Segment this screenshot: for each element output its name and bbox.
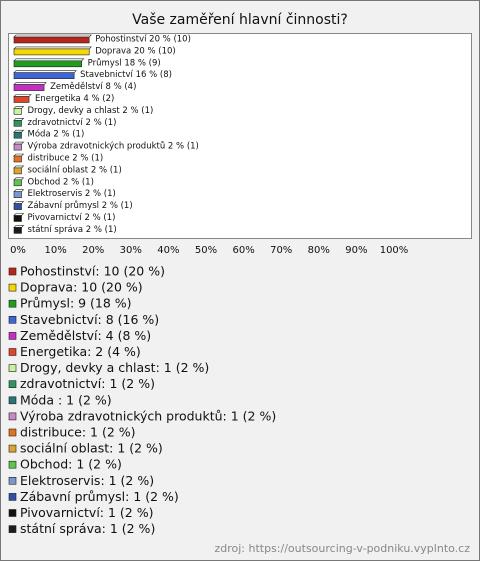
legend-swatch — [8, 299, 17, 308]
legend-swatch — [8, 348, 17, 356]
bar-label: Výroba zdravotnických produktů 2 % (1) — [28, 141, 199, 152]
legend-label: Pohostinství: 10 (20 %) — [20, 264, 165, 279]
x-tick-label: 80% — [308, 245, 330, 256]
legend-swatch — [8, 460, 17, 469]
legend-swatch — [8, 332, 17, 340]
source: zdroj: https://outsourcing-v-podniku.vyp… — [214, 542, 470, 555]
bar — [13, 108, 22, 115]
x-tick-label: 60% — [232, 245, 254, 256]
legend-label: zdravotnictví: 1 (2 %) — [20, 376, 155, 391]
bar-label: Móda 2 % (1) — [28, 129, 85, 140]
legend-swatch — [8, 315, 17, 324]
legend-label: Elektroservis: 1 (2 %) — [20, 473, 154, 488]
legend-swatch — [8, 476, 17, 485]
legend-label: Móda : 1 (2 %) — [20, 392, 112, 407]
bar — [13, 120, 22, 127]
bar-label: Obchod 2 % (1) — [28, 177, 94, 187]
bar-label: Zábavní průmysl 2 % (1) — [28, 200, 133, 211]
bar-top — [13, 118, 25, 121]
bar-top — [13, 177, 25, 181]
bar — [13, 60, 82, 68]
legend-label: Energetika: 2 (4 %) — [20, 344, 141, 359]
legend-label: Zábavní průmysl: 1 (2 %) — [20, 489, 179, 504]
bar-top — [13, 94, 32, 97]
x-tick-label: 90% — [345, 245, 367, 256]
x-tick-label: 40% — [157, 245, 179, 256]
legend-label: Drogy, devky a chlast: 1 (2 %) — [20, 360, 209, 375]
x-tick-label: 100% — [380, 245, 409, 256]
legend-swatch — [8, 380, 17, 389]
bar — [13, 227, 22, 234]
legend-swatch — [8, 509, 17, 517]
bar — [13, 215, 22, 222]
x-tick-label: 50% — [195, 245, 217, 256]
x-tick-label: 20% — [82, 245, 104, 256]
bar — [13, 191, 22, 198]
bar-top — [13, 106, 25, 109]
bar-top — [13, 165, 25, 169]
x-tick-label: 10% — [44, 245, 66, 256]
legend-swatch — [8, 493, 17, 501]
bar-label: Pivovarnictví 2 % (1) — [28, 213, 116, 223]
legend-swatch — [8, 283, 17, 292]
legend-label: Pivovarnictví: 1 (2 %) — [20, 505, 153, 520]
legend-label: Průmysl: 9 (18 %) — [20, 296, 132, 311]
bar-label: distribuce 2 % (1) — [28, 154, 104, 164]
legend-label: Obchod: 1 (2 %) — [20, 457, 122, 472]
bar-top — [13, 225, 25, 228]
bar — [13, 84, 45, 91]
legend-swatch — [8, 412, 17, 421]
bar-top — [13, 129, 25, 133]
bar — [13, 48, 90, 56]
bar-label: Energetika 4 % (2) — [35, 94, 114, 104]
chart-title: Vaše zaměření hlavní činnosti? — [132, 12, 348, 28]
bar — [13, 179, 22, 187]
bar-label: Zemědělství 8 % (4) — [50, 82, 136, 92]
bar-label: Pohostinství 20 % (10) — [95, 35, 191, 45]
legend-label: Zemědělství: 4 (8 %) — [20, 328, 151, 343]
legend-label: státní správa: 1 (2 %) — [20, 521, 155, 536]
x-tick-label: 30% — [120, 245, 142, 256]
legend-swatch — [8, 444, 17, 453]
legend-label: Výroba zdravotnických produktů: 1 (2 %) — [20, 408, 276, 423]
bar-top — [13, 70, 77, 73]
x-tick-label: 0% — [10, 245, 26, 256]
bar — [13, 96, 30, 103]
bar — [13, 143, 22, 151]
legend-swatch — [8, 364, 17, 372]
legend-label: Doprava: 10 (20 %) — [20, 280, 143, 295]
legend-label: Stavebnictví: 8 (16 %) — [20, 312, 159, 327]
bar-label: státní správa 2 % (1) — [28, 225, 117, 235]
x-tick-label: 70% — [270, 245, 292, 256]
bar-top — [13, 189, 25, 192]
bar — [13, 131, 22, 139]
bar — [13, 155, 22, 163]
bar-label: Drogy, devky a chlast 2 % (1) — [28, 106, 154, 116]
legend-swatch — [8, 525, 17, 533]
bar-top — [13, 141, 25, 145]
legend-swatch — [8, 428, 17, 437]
bar-top — [13, 153, 25, 157]
bar-label: Stavebnictví 16 % (8) — [80, 70, 172, 80]
bar — [13, 72, 75, 79]
bar — [13, 36, 90, 44]
bar-label: zdravotnictví 2 % (1) — [28, 118, 117, 128]
legend-label: distribuce: 1 (2 %) — [20, 425, 136, 440]
bar-label: sociální oblast 2 % (1) — [28, 165, 122, 175]
bar — [13, 203, 22, 210]
bar-label: Doprava 20 % (10) — [95, 46, 176, 56]
legend-label: sociální oblast: 1 (2 %) — [20, 441, 163, 456]
bar — [13, 167, 22, 175]
plot-area — [8, 33, 472, 239]
bar-top — [13, 213, 25, 216]
legend-swatch — [8, 396, 17, 405]
bar-top — [13, 82, 47, 85]
bar-top — [13, 201, 25, 204]
bar-label: Elektroservis 2 % (1) — [28, 189, 116, 199]
legend-swatch — [8, 267, 17, 276]
bar-label: Průmysl 18 % (9) — [88, 57, 161, 68]
